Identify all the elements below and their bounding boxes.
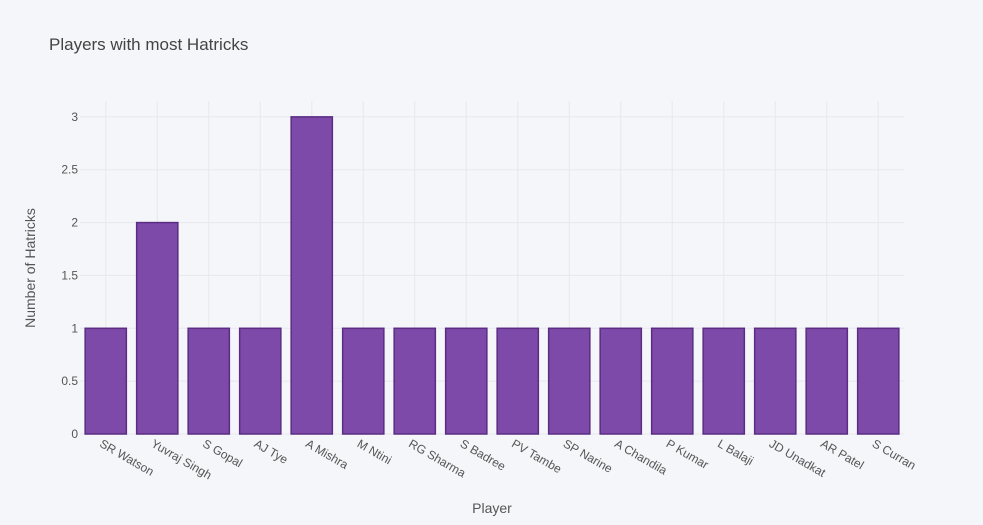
bar-a-mishra[interactable]	[290, 116, 334, 435]
y-axis-title: Number of Hatricks	[22, 208, 38, 328]
bars	[84, 116, 900, 435]
x-tick-label: JD Unadkat	[767, 436, 829, 480]
x-tick-label: SP Narine	[561, 436, 615, 476]
x-tick-label: PV Tambe	[509, 436, 564, 476]
bar-s-badree[interactable]	[444, 327, 488, 435]
y-tick-label: 1.5	[61, 268, 78, 282]
chart-title: Players with most Hatricks	[49, 35, 248, 54]
y-tick-label: 2	[71, 216, 78, 230]
y-tick-label: 0	[71, 427, 78, 441]
bar-s-curran[interactable]	[856, 327, 900, 435]
x-tick-label: S Curran	[870, 436, 919, 472]
x-axis-title: Player	[472, 500, 512, 516]
bar-jd-unadkat[interactable]	[753, 327, 797, 435]
x-tick-label: AJ Tye	[252, 436, 291, 467]
x-tick-label: A Mishra	[303, 436, 351, 472]
bar-aj-tye[interactable]	[238, 327, 282, 435]
x-tick-label: P Kumar	[664, 436, 711, 471]
x-tick-label: L Balaji	[715, 436, 756, 468]
x-tick-label: SR Watson	[97, 436, 156, 478]
bar-m-ntini[interactable]	[341, 327, 385, 435]
x-tick-label: M Ntini	[355, 436, 394, 467]
bar-sp-narine[interactable]	[547, 327, 591, 435]
bar-sr-watson[interactable]	[84, 327, 128, 435]
bar-l-balaji[interactable]	[702, 327, 746, 435]
bar-yuvraj-singh[interactable]	[135, 221, 179, 435]
y-tick-label: 0.5	[61, 374, 78, 388]
x-tick-label: A Chandila	[612, 436, 670, 477]
y-tick-label: 2.5	[61, 163, 78, 177]
x-tick-label: RG Sharma	[406, 436, 468, 480]
y-tick-label: 3	[71, 110, 78, 124]
y-tick-label: 1	[71, 321, 78, 335]
bar-p-kumar[interactable]	[650, 327, 694, 435]
bar-rg-sharma[interactable]	[393, 327, 437, 435]
bar-pv-tambe[interactable]	[496, 327, 540, 435]
bar-ar-patel[interactable]	[805, 327, 849, 435]
y-tick-labels: 0 0.5 1 1.5 2 2.5 3	[61, 110, 78, 441]
bar-s-gopal[interactable]	[187, 327, 231, 435]
bar-a-chandila[interactable]	[599, 327, 643, 435]
